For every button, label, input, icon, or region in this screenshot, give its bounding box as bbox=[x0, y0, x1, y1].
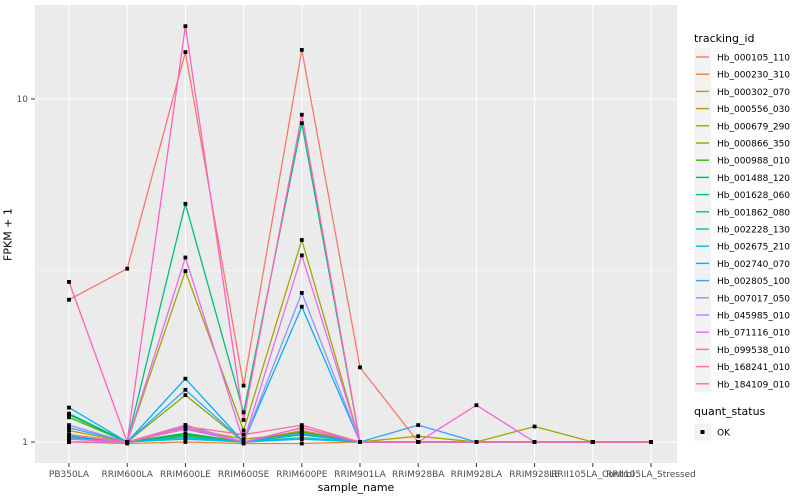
quant-point bbox=[590, 440, 595, 444]
quant-point bbox=[241, 410, 246, 415]
legend-label-Hb_000230_310: Hb_000230_310 bbox=[717, 71, 790, 81]
quant-point bbox=[241, 440, 246, 444]
y-axis-title: FPKM + 1 bbox=[1, 208, 15, 261]
legend-label-Hb_071116_010: Hb_071116_010 bbox=[717, 329, 790, 339]
quant-point bbox=[125, 266, 130, 271]
quant-point bbox=[299, 431, 304, 436]
legend-label-Hb_045985_010: Hb_045985_010 bbox=[717, 312, 790, 322]
quant-point bbox=[299, 423, 304, 427]
quant-point bbox=[67, 440, 71, 444]
legend-label-Hb_168241_010: Hb_168241_010 bbox=[717, 363, 790, 373]
quant-point bbox=[183, 437, 188, 441]
quant-point bbox=[67, 425, 71, 430]
quant-point bbox=[241, 383, 246, 388]
legend-title-tracking-id: tracking_id bbox=[694, 32, 755, 45]
quant-legend-square-icon bbox=[700, 430, 705, 434]
legend-label-Hb_001628_060: Hb_001628_060 bbox=[717, 191, 790, 201]
x-tick-label: RRIM901LA bbox=[334, 470, 386, 480]
quant-point bbox=[416, 423, 421, 427]
quant-point bbox=[416, 434, 421, 439]
y-tick-label: 10 bbox=[17, 95, 29, 105]
quant-point bbox=[299, 48, 304, 52]
legend-label-Hb_000679_290: Hb_000679_290 bbox=[717, 122, 790, 132]
quant-point bbox=[183, 376, 188, 381]
x-tick-label: RRII105LA_Stressed bbox=[606, 470, 696, 480]
quant-point bbox=[358, 365, 362, 370]
quant-point bbox=[183, 269, 188, 273]
quant-point bbox=[183, 424, 188, 429]
quant-point bbox=[67, 437, 71, 441]
quant-point bbox=[183, 427, 188, 432]
quant-point bbox=[358, 440, 362, 444]
legend-label-Hb_001862_080: Hb_001862_080 bbox=[717, 208, 790, 218]
legend-label-Hb_002228_130: Hb_002228_130 bbox=[717, 226, 790, 236]
plot-panel-background bbox=[35, 5, 677, 463]
quant-point bbox=[183, 24, 188, 29]
quant-point bbox=[474, 440, 479, 444]
legend-label-Hb_000988_010: Hb_000988_010 bbox=[717, 157, 790, 167]
x-tick-label: RRIM600PE bbox=[276, 470, 328, 480]
legend-label-Hb_000302_070: Hb_000302_070 bbox=[717, 88, 790, 98]
x-tick-label: RRIM928LE bbox=[509, 470, 560, 480]
quant-point bbox=[67, 411, 71, 416]
quant-point bbox=[241, 437, 246, 441]
legend-label-Hb_002675_210: Hb_002675_210 bbox=[717, 243, 790, 253]
quant-point bbox=[183, 50, 188, 54]
quant-point bbox=[241, 432, 246, 437]
x-tick-label: RRIM600LE bbox=[160, 470, 211, 480]
legend-label-Hb_184109_010: Hb_184109_010 bbox=[717, 380, 790, 390]
legend-label-Hb_000866_350: Hb_000866_350 bbox=[717, 140, 790, 150]
quant-point bbox=[416, 440, 421, 444]
quant-point bbox=[299, 291, 304, 295]
quant-point bbox=[183, 440, 188, 444]
quant-point bbox=[299, 441, 304, 446]
y-tick-label: 1 bbox=[22, 438, 28, 448]
quant-point bbox=[299, 304, 304, 309]
quant-point bbox=[241, 418, 246, 422]
legend-label-Hb_000556_030: Hb_000556_030 bbox=[717, 105, 790, 115]
legend-label-Hb_002805_100: Hb_002805_100 bbox=[717, 277, 790, 287]
quant-point bbox=[299, 437, 304, 441]
quant-point bbox=[299, 121, 304, 126]
legend-label-Hb_007017_050: Hb_007017_050 bbox=[717, 294, 790, 304]
quant-point bbox=[299, 112, 304, 117]
x-tick-label: RRIM928BA bbox=[392, 470, 445, 480]
x-tick-label: RRIM928LA bbox=[451, 470, 503, 480]
quant-point bbox=[67, 405, 71, 410]
x-tick-label: PB350LA bbox=[49, 470, 90, 480]
quant-point bbox=[532, 440, 537, 444]
quant-point bbox=[183, 393, 188, 397]
x-tick-label: RRIM600LA bbox=[101, 470, 153, 480]
quant-point bbox=[299, 238, 304, 242]
quant-point bbox=[299, 425, 304, 430]
quant-point bbox=[67, 432, 71, 437]
quant-point bbox=[125, 440, 130, 444]
quant-point bbox=[474, 403, 479, 408]
quant-legend-label: OK bbox=[717, 429, 731, 439]
quant-point bbox=[241, 428, 246, 433]
legend-title-quant-status: quant_status bbox=[694, 405, 766, 418]
quant-point bbox=[299, 253, 304, 258]
legend-label-Hb_002740_070: Hb_002740_070 bbox=[717, 260, 790, 270]
quant-point bbox=[183, 431, 188, 436]
x-tick-label: RRIM600SE bbox=[218, 470, 270, 480]
legend-label-Hb_099538_010: Hb_099538_010 bbox=[717, 346, 790, 356]
quant-point bbox=[649, 440, 653, 444]
quant-point bbox=[183, 201, 188, 206]
quant-point bbox=[183, 387, 188, 392]
quant-point bbox=[67, 428, 71, 433]
legend-label-Hb_001488_120: Hb_001488_120 bbox=[717, 174, 790, 184]
quant-point bbox=[532, 424, 537, 429]
quant-point bbox=[67, 280, 71, 284]
quant-point bbox=[67, 423, 71, 427]
quant-point bbox=[67, 297, 71, 302]
x-axis-title: sample_name bbox=[317, 481, 395, 494]
quant-point bbox=[183, 255, 188, 260]
x-tick-label: RRII105LA_Control bbox=[551, 470, 634, 480]
legend-label-Hb_000105_110: Hb_000105_110 bbox=[717, 54, 790, 64]
quant-point bbox=[67, 415, 71, 420]
